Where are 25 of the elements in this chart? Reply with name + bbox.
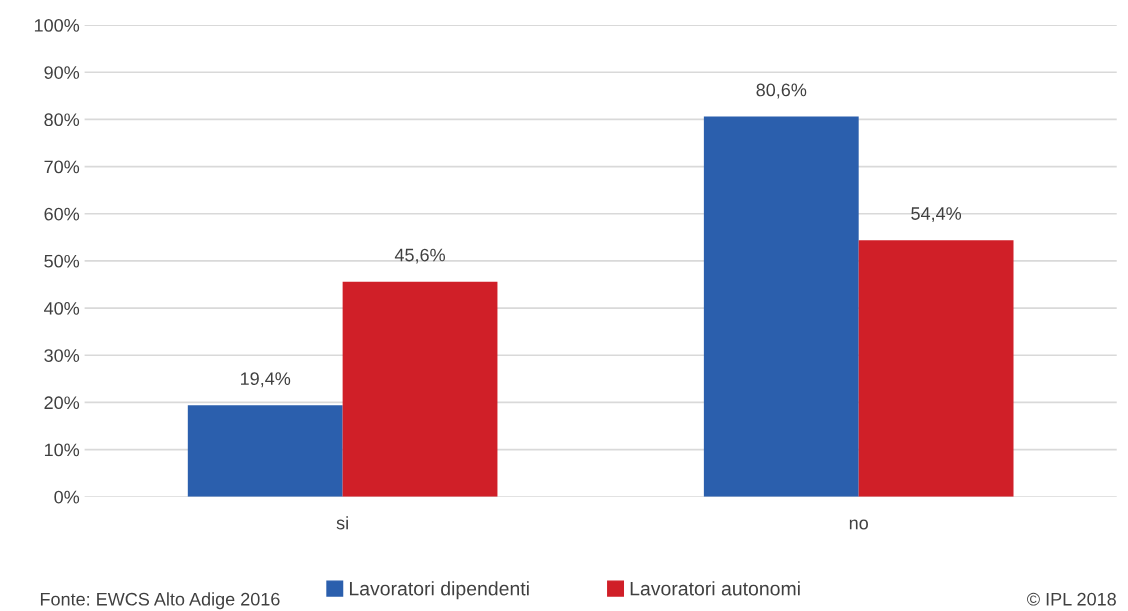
y-tick-label: 80%	[44, 113, 80, 127]
data-label: 80,6%	[756, 83, 807, 99]
data-label: 45,6%	[394, 248, 445, 264]
legend-label: Lavoratori dipendenti	[349, 581, 529, 600]
y-tick-label: 60%	[44, 207, 80, 221]
y-tick-label: 20%	[44, 396, 80, 410]
text: © IPL 2018	[1027, 592, 1116, 606]
x-tick-label: no	[849, 519, 868, 530]
y-tick-label: 70%	[44, 160, 80, 174]
bar	[703, 116, 859, 497]
y-tick-label: 0%	[54, 490, 80, 504]
y-tick-label: 10%	[44, 443, 80, 457]
data-label: 54,4%	[911, 207, 962, 223]
legend-label: Lavoratori autonomi	[630, 581, 800, 596]
y-tick-label: 30%	[44, 349, 80, 362]
y-tick-label: 50%	[44, 254, 80, 268]
y-tick-label: 40%	[44, 302, 80, 315]
bar	[858, 240, 1014, 497]
source-note: Fonte: EWCS Alto Adige 2016	[40, 592, 280, 610]
bar	[342, 281, 498, 497]
bar	[187, 405, 343, 497]
y-tick-label: 100%	[34, 18, 80, 32]
x-tick-label: si	[336, 516, 348, 530]
data-label: 19,4%	[241, 372, 291, 388]
y-tick-label: 90%	[44, 66, 80, 79]
